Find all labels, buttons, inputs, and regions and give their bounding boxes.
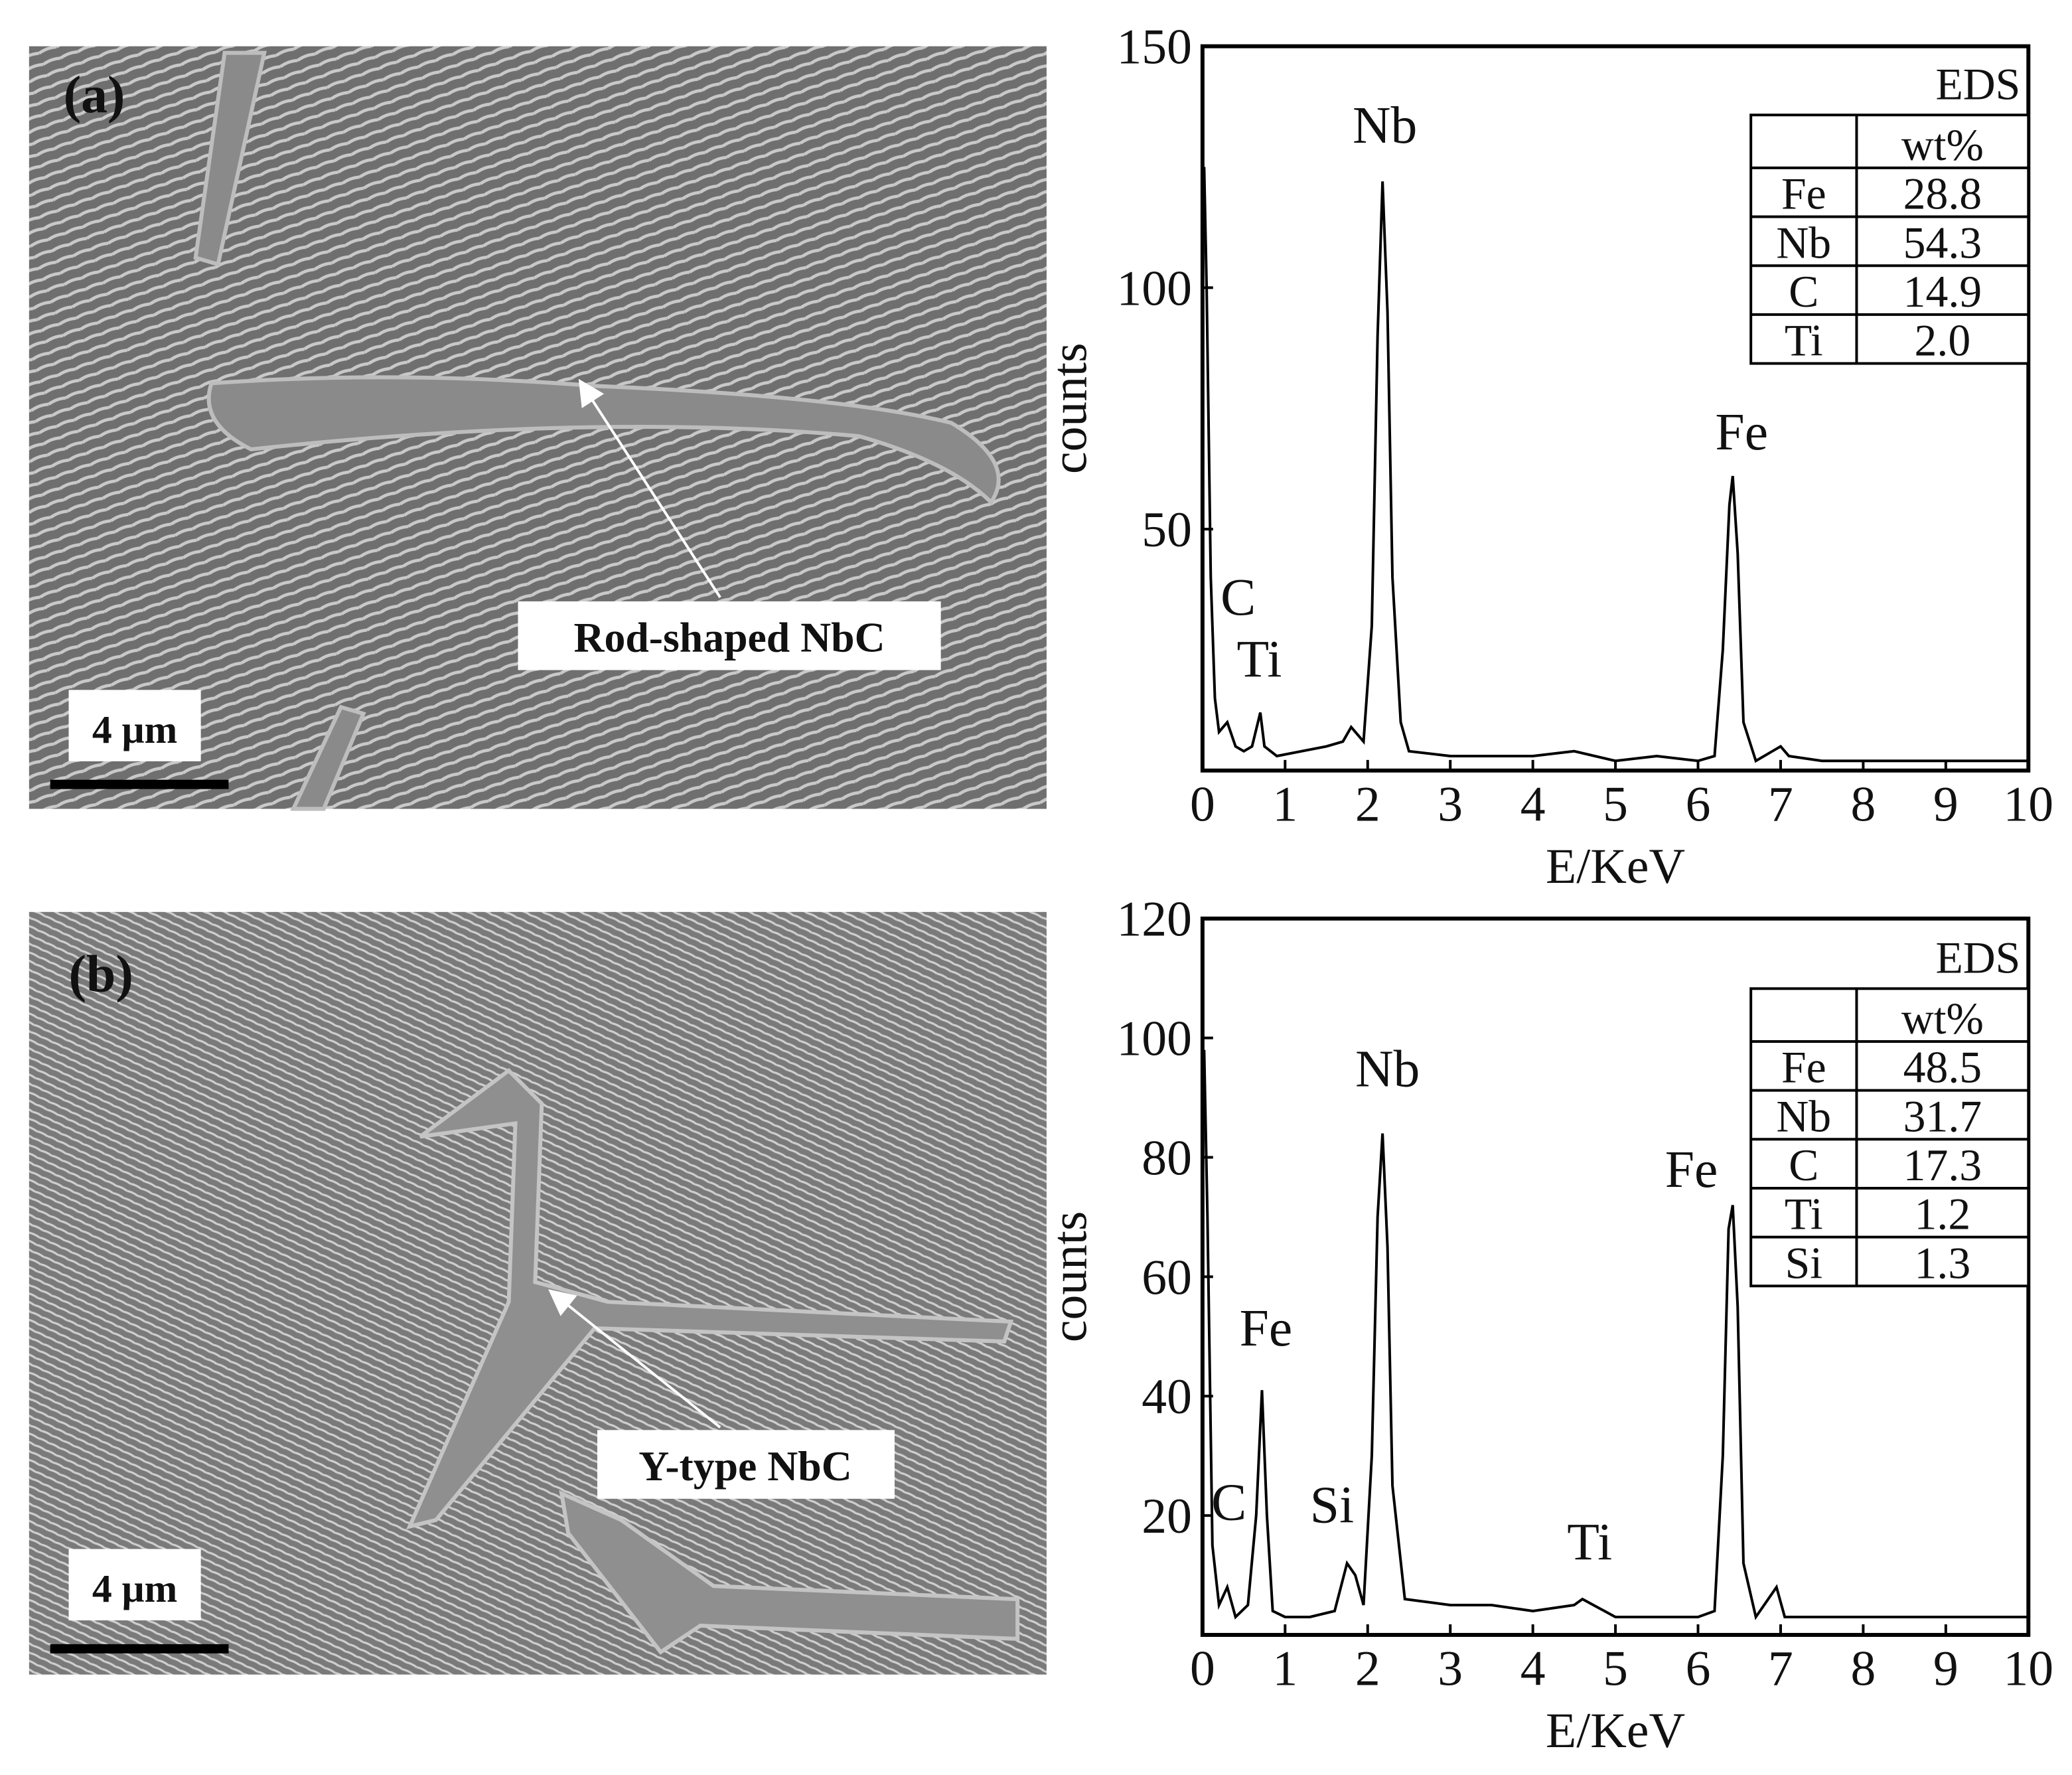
table-cell: C [1789,1140,1818,1190]
x-tick-label: 0 [1190,777,1215,832]
table-cell: 31.7 [1903,1091,1982,1141]
spectrum-line [1203,167,2029,763]
x-tick-label: 7 [1768,1642,1793,1697]
panel-label: (a) [64,66,125,124]
table-cell: Fe [1781,1043,1826,1093]
x-tick-label: 5 [1603,1642,1628,1697]
x-tick-label: 2 [1355,1642,1380,1697]
peak-label: Nb [1355,1040,1420,1099]
sem-annotation: Y-type NbC [638,1442,852,1490]
table-cell: 28.8 [1903,169,1982,219]
table-frame [1749,114,2030,365]
x-tick-label: 8 [1850,1642,1876,1697]
x-tick-label: 3 [1438,777,1463,832]
table-title: EDS [1935,933,2020,982]
table-cell: 1.3 [1915,1238,1971,1288]
table-cell: Fe [1781,169,1826,219]
y-tick-label: 120 [1116,892,1191,947]
y-axis-label: counts [1043,343,1098,474]
x-tick-label: 4 [1520,1642,1546,1697]
table-cell: 54.3 [1903,218,1982,268]
x-tick-label: 9 [1933,1642,1959,1697]
table-cell: 2.0 [1915,316,1971,366]
x-tick-label: 10 [2003,777,2053,832]
x-tick-label: 10 [2003,1642,2053,1697]
table-cell: C [1789,267,1818,317]
y-tick-label: 40 [1142,1369,1192,1425]
x-tick-label: 3 [1438,1642,1463,1697]
peak-label: Si [1310,1476,1354,1535]
y-tick-label: 80 [1142,1130,1192,1186]
y-tick-label: 100 [1116,261,1191,316]
x-tick-label: 9 [1933,777,1959,832]
y-axis-label: counts [1043,1211,1098,1343]
x-tick-label: 4 [1520,777,1546,832]
spectrum-line [1203,1049,2029,1620]
x-tick-label: 1 [1272,1642,1297,1697]
y-tick-label: 20 [1142,1489,1192,1544]
table-cell: Si [1785,1238,1822,1288]
peak-label: Ti [1567,1513,1612,1571]
table-cell: Nb [1776,1091,1831,1141]
x-tick-label: 6 [1686,1642,1711,1697]
panel-label: (b) [69,945,133,1003]
x-tick-label: 1 [1272,777,1297,832]
peak-label: C [1221,568,1256,627]
table-cell: Ti [1785,1190,1823,1239]
table-cell: Nb [1776,218,1831,268]
scale-bar-label: 4 μm [92,708,177,751]
y-tick-label: 100 [1116,1012,1191,1067]
peak-label: C [1211,1474,1246,1532]
x-tick-label: 2 [1355,777,1380,832]
table-header: wt% [1901,120,1984,170]
x-axis-label: E/KeV [1546,1703,1685,1758]
x-tick-label: 8 [1850,777,1876,832]
peak-label: Fe [1715,403,1768,461]
peak-label: Nb [1353,96,1417,155]
table-cell: Ti [1785,316,1823,366]
x-tick-label: 0 [1190,1642,1215,1697]
y-tick-label: 150 [1116,20,1191,75]
sem-image-a: Rod-shaped NbC (a) 4 μm [29,46,1047,811]
scale-bar-label: 4 μm [92,1567,177,1610]
x-tick-label: 6 [1686,777,1711,832]
peak-label: Fe [1665,1140,1718,1199]
table-header: wt% [1901,994,1984,1043]
table-cell: 17.3 [1903,1140,1982,1190]
x-axis-label: E/KeV [1546,839,1685,894]
x-tick-label: 7 [1768,777,1793,832]
sem-image-b: Y-type NbC (b) 4 μm [29,911,1047,1675]
table-cell: 14.9 [1903,267,1982,317]
table-cell: 48.5 [1903,1043,1982,1093]
sem-annotation: Rod-shaped NbC [574,614,885,661]
table-cell: 1.2 [1915,1190,1971,1239]
x-tick-label: 5 [1603,777,1628,832]
peak-label: Fe [1240,1299,1293,1357]
y-tick-label: 60 [1142,1250,1192,1305]
peak-label: Ti [1237,630,1282,688]
table-title: EDS [1935,59,2020,109]
y-tick-label: 50 [1142,502,1192,558]
